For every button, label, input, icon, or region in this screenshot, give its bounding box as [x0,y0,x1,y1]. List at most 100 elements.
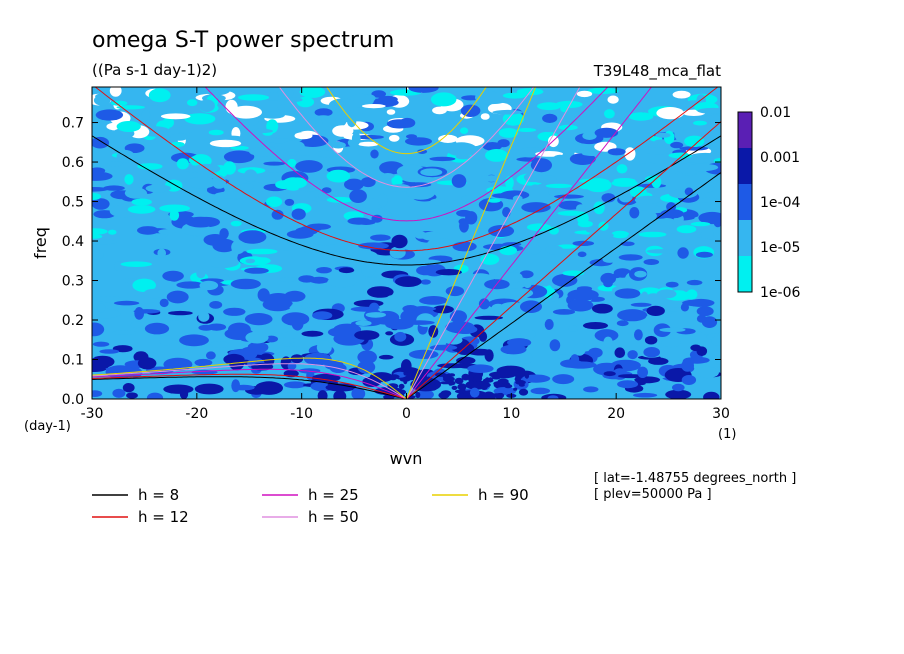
power-blob [203,87,231,96]
power-blob [120,261,152,268]
power-blob [327,327,356,338]
power-blob [244,313,273,326]
power-blob [351,387,366,399]
power-blob [420,279,431,285]
y-tick-label: 0.7 [62,116,84,132]
power-blob [166,290,189,304]
power-blob [92,187,109,192]
power-blob [690,184,716,194]
power-blob [122,383,135,393]
power-blob [485,149,508,162]
power-blob [271,209,284,220]
power-blob [157,248,166,259]
power-peak [518,388,529,396]
power-blob [446,142,477,157]
x-tick-label: -10 [290,406,313,422]
power-blob [244,267,269,274]
power-blob [92,239,118,245]
power-blob [554,194,584,199]
power-blob [208,129,224,136]
power-blob [367,286,394,298]
power-peak [399,378,411,382]
power-blob [432,106,447,115]
power-blob [616,164,628,174]
power-blob [600,272,616,285]
dispersion-curves [92,87,721,399]
power-blob [206,351,216,360]
power-blob [228,322,251,336]
power-blob [127,205,156,214]
power-blob [520,352,533,364]
power-blob [116,121,141,132]
power-blob [199,280,219,291]
power-blob [378,193,388,207]
power-blob [496,365,526,376]
power-blob [92,228,108,235]
power-blob [160,113,191,120]
power-blob [92,308,121,319]
power-blob [438,134,458,143]
power-blob [711,335,721,346]
power-blob [349,189,367,204]
power-blob [417,149,428,155]
power-blob [604,109,615,119]
power-blob [92,171,113,181]
power-blob [552,309,576,315]
power-blob [698,211,721,225]
power-blob [614,288,641,299]
power-blob [577,220,593,228]
power-blob [467,364,494,374]
power-blob [194,383,224,395]
power-blob [481,391,496,399]
power-blob [357,350,378,365]
power-peak [398,383,405,390]
power-blob [656,289,677,299]
power-blob [629,207,640,219]
power-blob [537,102,561,111]
power-blob [350,250,378,262]
power-blob [159,298,169,308]
legend-label: h = 25 [308,486,359,504]
power-blob [468,234,499,248]
power-blob [588,347,603,358]
power-blob [116,105,145,110]
power-blob [350,306,379,312]
power-blob [187,99,198,107]
power-blob [361,104,386,109]
power-blob [516,128,537,132]
power-blob [644,335,658,345]
power-blob [170,141,185,147]
power-blob [279,277,298,283]
power-blob [92,246,100,260]
power-blob [358,242,389,250]
power-blob [633,392,658,398]
power-blob [607,95,619,104]
power-blob [469,387,480,398]
power-blob [338,267,355,274]
power-blob [385,331,394,336]
power-blob [645,175,659,183]
power-blob [695,251,713,258]
power-blob [250,128,273,134]
power-blob [194,358,213,367]
experiment-label: T39L48_mca_flat [593,62,721,81]
power-blob [630,302,652,307]
plot-area [91,86,722,400]
power-blob [672,383,685,392]
power-blob [478,298,490,310]
power-blob [92,341,110,347]
power-blob [638,231,667,238]
power-blob [358,141,379,147]
power-blob [573,343,586,356]
power-blob [276,337,297,344]
power-blob [488,225,515,237]
power-blob [94,296,123,303]
legend: h = 8 h = 12 h = 25 h = 50 h = 90 [92,486,529,526]
power-blob [567,299,594,312]
colorbar-label: 1e-04 [760,195,800,211]
power-blob [370,234,391,241]
power-blob [291,208,306,220]
power-blob [289,304,303,311]
power-blob [691,152,720,159]
power-blob [465,211,478,225]
